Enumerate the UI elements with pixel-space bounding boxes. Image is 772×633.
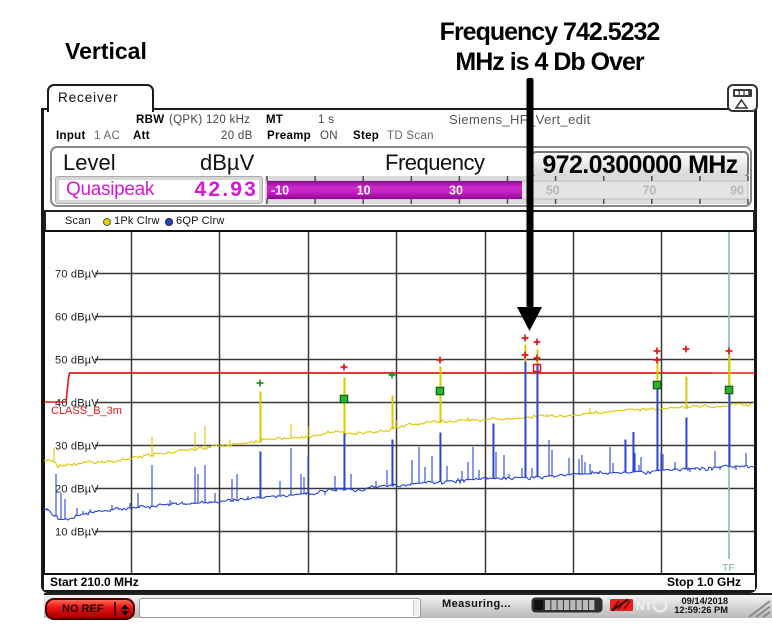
svg-text:60 dBµV: 60 dBµV — [55, 312, 99, 324]
svg-text:-10: -10 — [271, 184, 289, 198]
svg-text:70: 70 — [642, 184, 656, 198]
svg-text:CLASS_B_3m: CLASS_B_3m — [51, 405, 122, 417]
svg-text:70 dBµV: 70 dBµV — [55, 269, 99, 281]
svg-text:20 dBµV: 20 dBµV — [55, 484, 99, 496]
svg-text:30: 30 — [449, 184, 463, 198]
svg-text:10 dBµV: 10 dBµV — [55, 527, 99, 539]
svg-text:90: 90 — [730, 184, 744, 198]
svg-text:30 dBµV: 30 dBµV — [55, 441, 99, 453]
svg-text:NT: NT — [636, 599, 653, 613]
svg-text:50 dBµV: 50 dBµV — [55, 355, 99, 367]
svg-text:10: 10 — [357, 184, 371, 198]
svg-text:TF: TF — [722, 562, 735, 574]
svg-text:50: 50 — [546, 184, 560, 198]
